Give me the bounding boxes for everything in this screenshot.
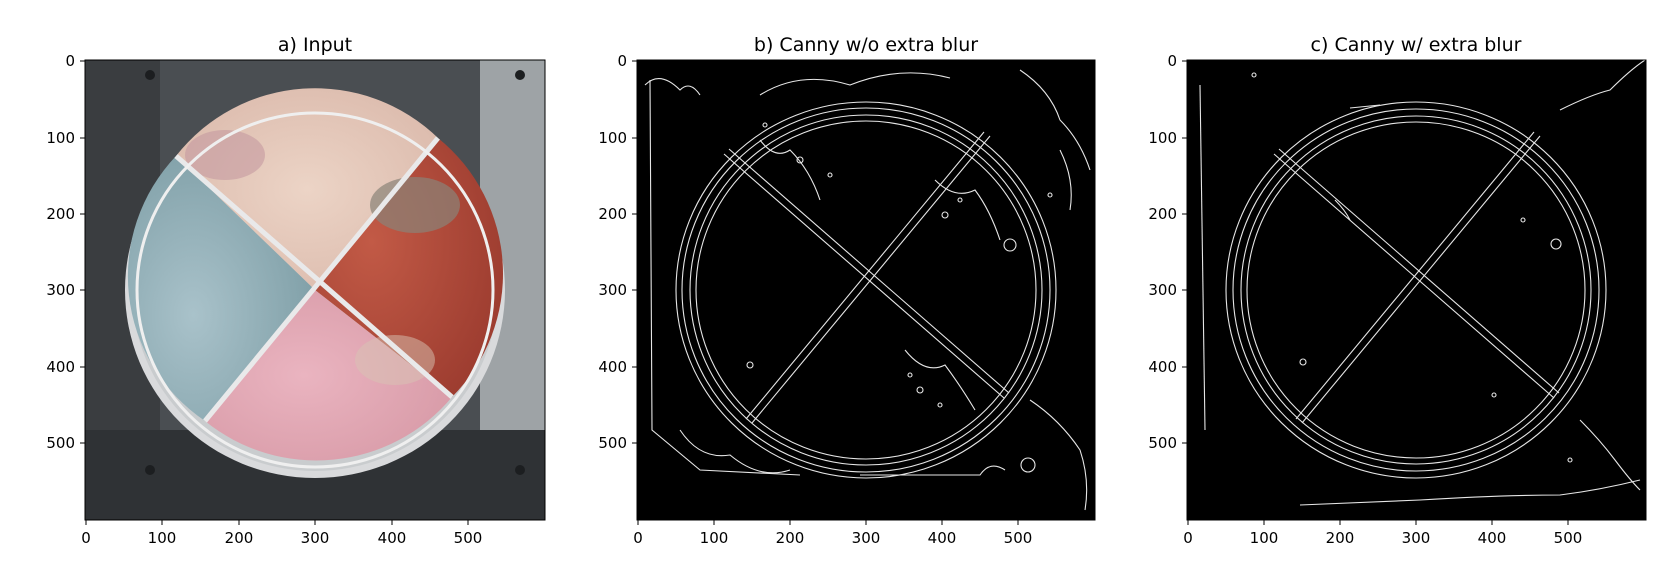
panel-b: b) Canny w/o extra blur [598,34,1096,547]
panel-b-y-tick: 100 [598,129,627,147]
panel-a-x-tick: 400 [378,529,407,547]
panel-b-x-tick: 300 [852,529,881,547]
panel-b-x-tick: 100 [700,529,729,547]
panel-c-y-tick: 500 [1148,434,1177,452]
panel-b-y-tick: 300 [598,281,627,299]
panel-c-y-tick: 100 [1148,129,1177,147]
panel-a-x-tick: 500 [454,529,483,547]
panel-a-y-tick: 100 [46,129,75,147]
panel-b-x-tick: 0 [633,529,643,547]
panel-b-title: b) Canny w/o extra blur [754,34,978,56]
panel-a-x-tick: 0 [81,529,91,547]
panel-c-y-tick: 0 [1167,52,1177,70]
panel-a-x-tick: 100 [148,529,177,547]
panel-c-x-tick: 100 [1250,529,1279,547]
panel-c-x-tick: 500 [1554,529,1583,547]
panel-c-x-ticks: 0 100 200 300 400 500 [1183,520,1582,547]
panel-c-x-tick: 300 [1402,529,1431,547]
panel-a: a) Input [46,34,546,547]
panel-a-y-ticks: 0 100 200 300 400 500 [46,52,85,452]
panel-b-x-tick: 200 [776,529,805,547]
panel-c-y-ticks: 0 100 200 300 400 500 [1148,52,1187,452]
panel-a-x-ticks: 0 100 200 300 400 500 [81,520,482,547]
panel-c-x-tick: 200 [1326,529,1355,547]
panel-a-y-tick: 300 [46,281,75,299]
panel-b-x-tick: 500 [1004,529,1033,547]
panel-a-x-tick: 200 [225,529,254,547]
panel-c-image [1187,60,1646,520]
panel-c-x-tick: 0 [1183,529,1193,547]
panel-a-y-tick: 500 [46,434,75,452]
panel-c-y-tick: 200 [1148,205,1177,223]
panel-b-y-tick: 400 [598,358,627,376]
panel-b-x-ticks: 0 100 200 300 400 500 [633,520,1032,547]
panel-a-title: a) Input [278,34,352,56]
panel-c-y-tick: 300 [1148,281,1177,299]
panel-a-x-tick: 300 [301,529,330,547]
panel-b-image [637,60,1095,520]
panel-b-y-tick: 200 [598,205,627,223]
panel-b-y-tick: 0 [617,52,627,70]
panel-a-image [85,60,545,520]
panel-c: c) Canny w/ extra blur [1148,34,1647,547]
panel-b-y-tick: 500 [598,434,627,452]
panel-a-y-tick: 400 [46,358,75,376]
panel-a-y-tick: 200 [46,205,75,223]
panel-b-x-tick: 400 [928,529,957,547]
panel-c-title: c) Canny w/ extra blur [1311,34,1522,56]
panel-c-y-tick: 400 [1148,358,1177,376]
panel-b-y-ticks: 0 100 200 300 400 500 [598,52,637,452]
panel-a-y-tick: 0 [65,52,75,70]
panel-c-x-tick: 400 [1478,529,1507,547]
